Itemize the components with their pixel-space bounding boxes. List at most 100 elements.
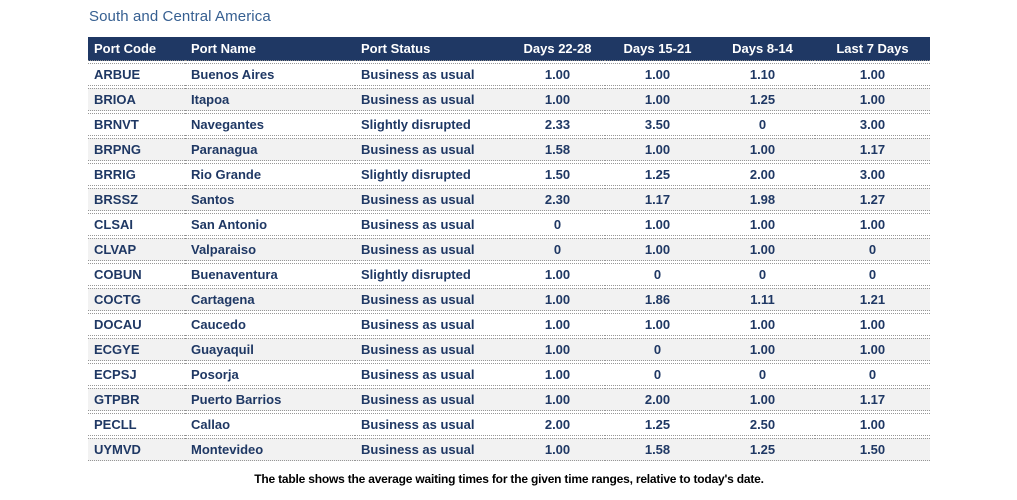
port-name-cell: Valparaiso: [185, 238, 355, 261]
table-row: PECLL Callao Business as usual 2.00 1.25…: [88, 413, 930, 436]
days-8-14-cell: 1.25: [710, 438, 815, 461]
column-header-days-15-21: Days 15-21: [605, 37, 710, 61]
days-15-21-cell: 0: [605, 363, 710, 386]
days-8-14-cell: 1.00: [710, 213, 815, 236]
table-row: COCTG Cartagena Business as usual 1.00 1…: [88, 288, 930, 311]
last-7-days-cell: 3.00: [815, 163, 930, 186]
port-status-cell: Business as usual: [355, 388, 510, 411]
days-22-28-cell: 1.00: [510, 338, 605, 361]
port-code-cell: ECPSJ: [88, 363, 185, 386]
days-15-21-cell: 1.00: [605, 138, 710, 161]
days-8-14-cell: 0: [710, 263, 815, 286]
days-15-21-cell: 1.00: [605, 238, 710, 261]
port-code-cell: DOCAU: [88, 313, 185, 336]
port-name-cell: Itapoa: [185, 88, 355, 111]
days-22-28-cell: 1.00: [510, 88, 605, 111]
port-name-cell: Caucedo: [185, 313, 355, 336]
days-15-21-cell: 0: [605, 263, 710, 286]
port-status-cell: Business as usual: [355, 288, 510, 311]
table-row: COBUN Buenaventura Slightly disrupted 1.…: [88, 263, 930, 286]
port-status-cell: Business as usual: [355, 63, 510, 86]
days-15-21-cell: 1.25: [605, 163, 710, 186]
column-header-last-7-days: Last 7 Days: [815, 37, 930, 61]
days-22-28-cell: 1.00: [510, 263, 605, 286]
last-7-days-cell: 0: [815, 263, 930, 286]
port-status-cell: Slightly disrupted: [355, 113, 510, 136]
port-name-cell: Callao: [185, 413, 355, 436]
days-22-28-cell: 1.00: [510, 363, 605, 386]
days-8-14-cell: 1.00: [710, 238, 815, 261]
port-name-cell: Rio Grande: [185, 163, 355, 186]
days-22-28-cell: 0: [510, 213, 605, 236]
table-row: BRIOA Itapoa Business as usual 1.00 1.00…: [88, 88, 930, 111]
table-row: BRSSZ Santos Business as usual 2.30 1.17…: [88, 188, 930, 211]
days-8-14-cell: 0: [710, 363, 815, 386]
days-15-21-cell: 0: [605, 338, 710, 361]
days-15-21-cell: 2.00: [605, 388, 710, 411]
table-row: CLSAI San Antonio Business as usual 0 1.…: [88, 213, 930, 236]
port-code-cell: BRRIG: [88, 163, 185, 186]
days-8-14-cell: 1.10: [710, 63, 815, 86]
port-name-cell: Puerto Barrios: [185, 388, 355, 411]
last-7-days-cell: 1.00: [815, 88, 930, 111]
table-row: CLVAP Valparaiso Business as usual 0 1.0…: [88, 238, 930, 261]
column-header-days-8-14: Days 8-14: [710, 37, 815, 61]
days-8-14-cell: 1.00: [710, 388, 815, 411]
port-name-cell: San Antonio: [185, 213, 355, 236]
table-row: BRNVT Navegantes Slightly disrupted 2.33…: [88, 113, 930, 136]
last-7-days-cell: 1.50: [815, 438, 930, 461]
days-22-28-cell: 2.33: [510, 113, 605, 136]
table-row: ECPSJ Posorja Business as usual 1.00 0 0…: [88, 363, 930, 386]
table-row: DOCAU Caucedo Business as usual 1.00 1.0…: [88, 313, 930, 336]
port-waiting-times-table: Port Code Port Name Port Status Days 22-…: [88, 35, 930, 463]
days-15-21-cell: 1.58: [605, 438, 710, 461]
days-8-14-cell: 2.00: [710, 163, 815, 186]
last-7-days-cell: 0: [815, 238, 930, 261]
days-8-14-cell: 1.00: [710, 313, 815, 336]
last-7-days-cell: 1.21: [815, 288, 930, 311]
last-7-days-cell: 1.17: [815, 388, 930, 411]
port-code-cell: BRNVT: [88, 113, 185, 136]
port-name-cell: Paranagua: [185, 138, 355, 161]
last-7-days-cell: 0: [815, 363, 930, 386]
port-status-cell: Business as usual: [355, 138, 510, 161]
port-status-cell: Business as usual: [355, 213, 510, 236]
last-7-days-cell: 1.00: [815, 313, 930, 336]
column-header-days-22-28: Days 22-28: [510, 37, 605, 61]
days-15-21-cell: 1.00: [605, 63, 710, 86]
port-status-cell: Business as usual: [355, 88, 510, 111]
port-code-cell: ARBUE: [88, 63, 185, 86]
port-name-cell: Posorja: [185, 363, 355, 386]
days-22-28-cell: 1.00: [510, 63, 605, 86]
port-name-cell: Santos: [185, 188, 355, 211]
port-code-cell: COBUN: [88, 263, 185, 286]
port-status-cell: Business as usual: [355, 188, 510, 211]
table-caption: The table shows the average waiting time…: [254, 472, 764, 486]
port-code-cell: GTPBR: [88, 388, 185, 411]
port-name-cell: Buenaventura: [185, 263, 355, 286]
port-name-cell: Cartagena: [185, 288, 355, 311]
last-7-days-cell: 1.00: [815, 338, 930, 361]
table-row: ARBUE Buenos Aires Business as usual 1.0…: [88, 63, 930, 86]
last-7-days-cell: 1.00: [815, 63, 930, 86]
days-15-21-cell: 1.86: [605, 288, 710, 311]
days-15-21-cell: 3.50: [605, 113, 710, 136]
port-code-cell: CLVAP: [88, 238, 185, 261]
port-status-cell: Slightly disrupted: [355, 263, 510, 286]
port-code-cell: UYMVD: [88, 438, 185, 461]
days-15-21-cell: 1.00: [605, 313, 710, 336]
port-code-cell: CLSAI: [88, 213, 185, 236]
last-7-days-cell: 1.27: [815, 188, 930, 211]
days-15-21-cell: 1.25: [605, 413, 710, 436]
table-header-row: Port Code Port Name Port Status Days 22-…: [88, 37, 930, 61]
port-code-cell: BRIOA: [88, 88, 185, 111]
days-22-28-cell: 0: [510, 238, 605, 261]
last-7-days-cell: 1.00: [815, 413, 930, 436]
port-code-cell: BRPNG: [88, 138, 185, 161]
last-7-days-cell: 1.17: [815, 138, 930, 161]
days-22-28-cell: 1.00: [510, 438, 605, 461]
days-22-28-cell: 2.30: [510, 188, 605, 211]
last-7-days-cell: 1.00: [815, 213, 930, 236]
days-15-21-cell: 1.00: [605, 213, 710, 236]
